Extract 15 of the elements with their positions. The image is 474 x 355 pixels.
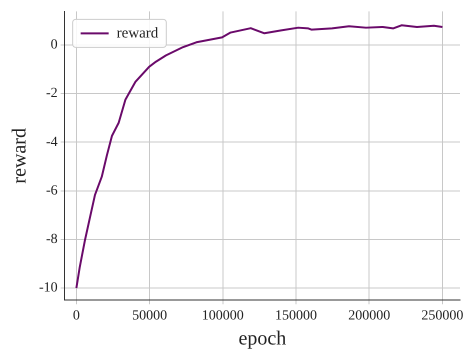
y-tick-label: -10 <box>38 280 58 296</box>
x-tick-label: 200000 <box>348 308 390 324</box>
x-axis-title: epoch <box>238 327 286 350</box>
x-tick-label: 0 <box>72 308 80 324</box>
y-tick-label: -8 <box>46 232 58 248</box>
x-tick-label: 50000 <box>132 308 168 324</box>
x-tick-label: 250000 <box>421 308 464 324</box>
y-tick-label: -6 <box>46 183 58 198</box>
y-tick-label: -2 <box>46 86 58 102</box>
y-axis-title: reward <box>8 128 30 184</box>
legend-label: reward <box>116 25 159 42</box>
x-tick-label: 150000 <box>275 308 318 324</box>
y-tick-label: 0 <box>50 38 58 53</box>
x-tick-label: 100000 <box>202 308 244 324</box>
y-tick-label: -4 <box>46 134 58 150</box>
